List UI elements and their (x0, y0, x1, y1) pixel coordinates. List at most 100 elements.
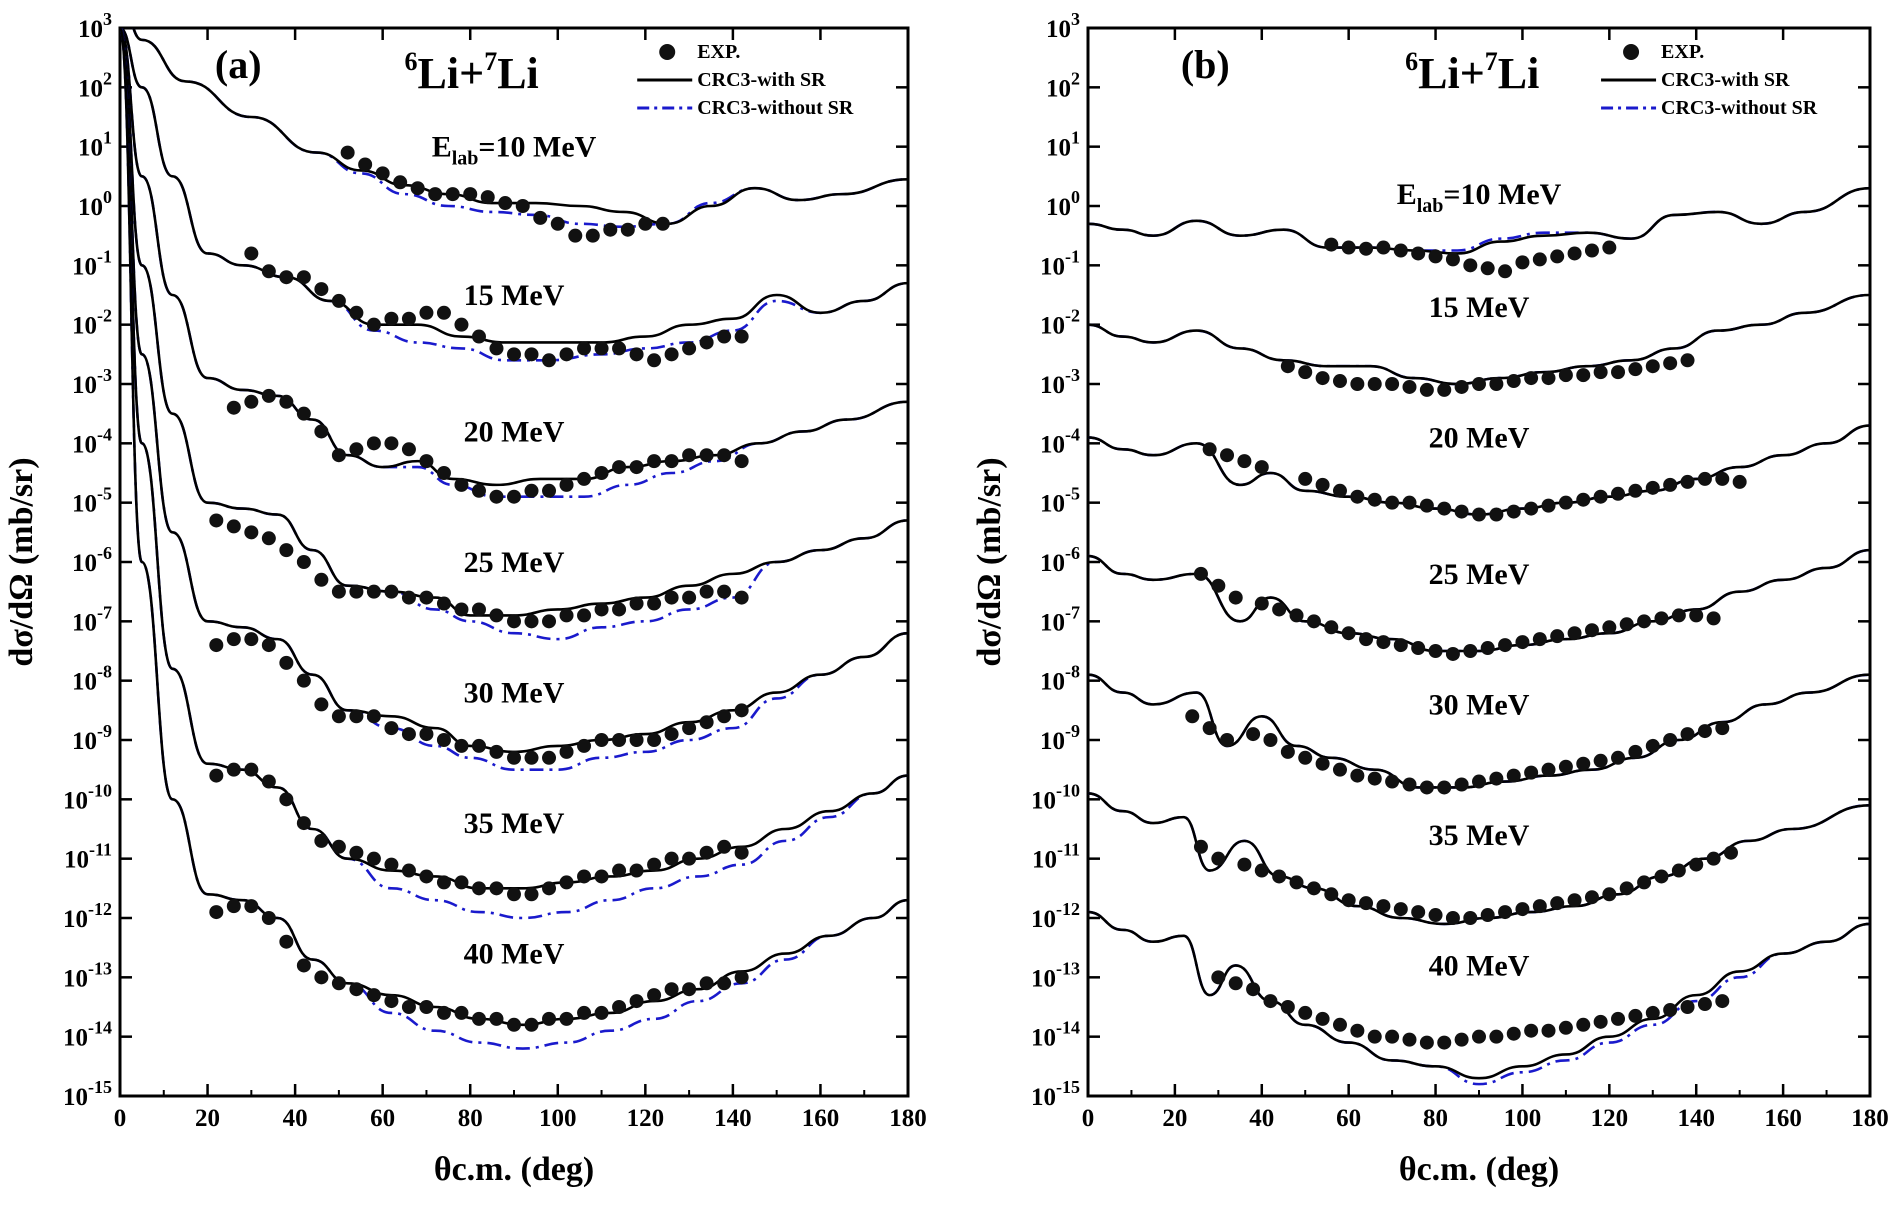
exp-point (1489, 377, 1504, 391)
exp-point (550, 216, 565, 231)
exp-point (682, 590, 697, 605)
curve-with-sr (1088, 424, 1870, 516)
curve-without-sr (120, 28, 908, 499)
exp-point (498, 196, 513, 211)
exp-point (699, 715, 714, 730)
exp-point (1454, 777, 1469, 792)
exp-point (226, 632, 241, 647)
exp-point (647, 353, 662, 368)
exp-point (1402, 379, 1417, 394)
energy-label: 20 MeV (1429, 421, 1530, 454)
exp-point (471, 738, 486, 753)
exp-point (1402, 495, 1417, 510)
y-tick-label: 10-2 (72, 306, 112, 340)
series-0 (1088, 186, 1870, 279)
exp-point (1611, 486, 1626, 501)
y-axis-label: dσ/dΩ (mb/sr) (3, 457, 40, 666)
exp-point (261, 264, 276, 279)
exp-point (577, 738, 592, 753)
exp-point (1558, 1020, 1573, 1035)
exp-point (647, 454, 662, 469)
exp-point (279, 394, 294, 409)
exp-point (1663, 733, 1678, 747)
exp-point (428, 187, 443, 202)
energy-label: 25 MeV (464, 546, 565, 579)
exp-point (524, 1017, 539, 1032)
exp-point (1289, 875, 1304, 890)
y-tick-label: 101 (78, 128, 112, 162)
exp-point (1532, 252, 1547, 267)
exp-point (1193, 839, 1208, 854)
exp-point (419, 869, 434, 884)
exp-point (664, 454, 679, 469)
exp-point (1506, 768, 1521, 783)
exp-point (717, 976, 732, 991)
exp-point (1593, 365, 1608, 380)
exp-point (384, 994, 399, 1009)
y-tick-label: 10-9 (1040, 721, 1080, 755)
exp-point (1211, 578, 1226, 593)
y-tick-label: 10-4 (1040, 424, 1080, 458)
exp-point (682, 982, 697, 997)
y-tick-label: 10-15 (63, 1077, 112, 1111)
curve-with-sr (120, 28, 908, 617)
exp-point (1506, 504, 1521, 519)
exp-point (366, 709, 381, 724)
legend: EXP. CRC3-with SR CRC3-without SR (1601, 41, 1818, 119)
exp-point (1402, 777, 1417, 792)
exp-point (1506, 1026, 1521, 1041)
exp-point (1341, 240, 1356, 255)
exp-point (1437, 1035, 1452, 1050)
exp-point (244, 632, 259, 647)
exp-point (1341, 626, 1356, 641)
x-tick-label: 20 (195, 1105, 220, 1132)
exp-point (1637, 875, 1652, 890)
exp-point (226, 762, 241, 777)
series-2 (120, 28, 908, 504)
exp-point (384, 311, 399, 326)
exp-point (349, 584, 364, 599)
exp-point (471, 602, 486, 617)
exp-point (279, 934, 294, 949)
exp-point (331, 976, 346, 991)
exp-point (1280, 744, 1295, 759)
exp-point (717, 448, 732, 463)
exp-point (1272, 869, 1287, 884)
exp-point (1263, 994, 1278, 1009)
panel-a: 0 20 40 60 80 100 120 140 160 180 10-15 10-14 10-13 1… (3, 9, 927, 1188)
exp-point (1445, 646, 1460, 661)
exp-point (1315, 1011, 1330, 1026)
exp-point (507, 750, 521, 765)
x-tick-label: 100 (539, 1105, 577, 1132)
curve-without-sr (1088, 792, 1870, 926)
exp-point (1298, 365, 1313, 380)
exp-point (1697, 997, 1712, 1012)
curve-with-sr (1088, 186, 1870, 255)
exp-point (1341, 893, 1356, 908)
exp-point (1211, 851, 1226, 866)
exp-point (296, 816, 311, 831)
exp-point (1654, 611, 1669, 626)
exp-point (664, 727, 679, 742)
exp-point (489, 881, 504, 896)
exp-point (1393, 902, 1408, 917)
exp-point (226, 519, 241, 534)
y-tick-label: 10-5 (72, 484, 112, 518)
exp-point (454, 1005, 469, 1020)
y-tick-label: 10-5 (1040, 484, 1080, 518)
exp-point (1324, 237, 1339, 252)
exp-point (1715, 471, 1730, 486)
exp-point (1393, 638, 1408, 653)
exp-point (393, 175, 408, 190)
exp-point (1689, 857, 1704, 872)
exp-point (1593, 753, 1608, 768)
exp-point (375, 166, 390, 181)
exp-point (515, 199, 530, 213)
y-tick-label: 10-4 (72, 424, 112, 458)
exp-point (314, 970, 329, 985)
exp-point (699, 845, 714, 860)
exp-point (1498, 264, 1513, 279)
exp-point (1697, 471, 1712, 486)
legend: EXP. CRC3-with SR CRC3-without SR (637, 41, 854, 119)
exp-point (1480, 908, 1495, 923)
